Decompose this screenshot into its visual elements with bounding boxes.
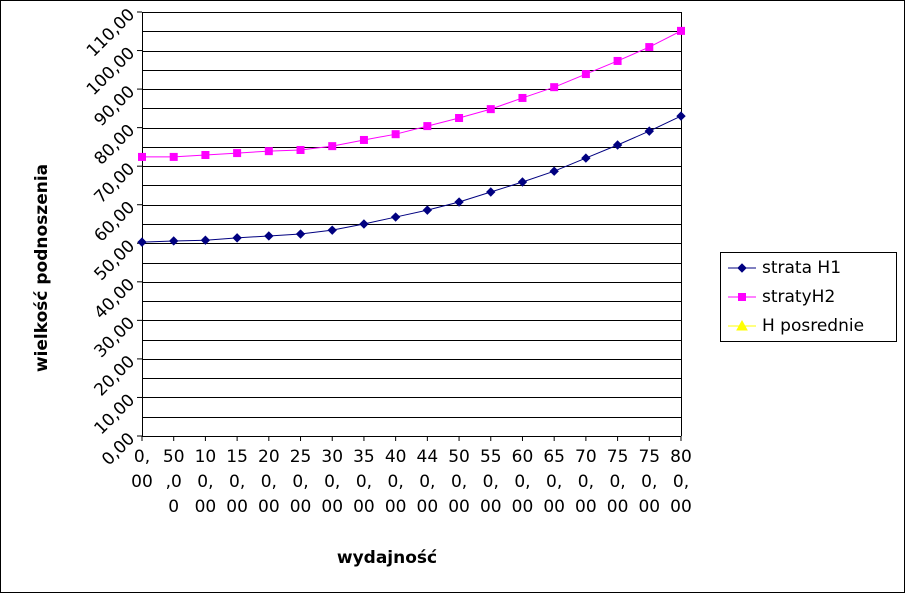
- marker: [486, 105, 495, 114]
- x-tick-label: 10 0, 00: [195, 447, 217, 517]
- marker: [613, 56, 622, 65]
- marker: [517, 177, 528, 187]
- marker: [736, 319, 748, 331]
- marker: [581, 153, 591, 163]
- marker: [232, 233, 242, 243]
- x-tick-label: 15 0, 00: [226, 447, 248, 517]
- marker: [676, 111, 686, 121]
- marker: [423, 122, 432, 131]
- legend-label: strata H1: [762, 258, 841, 278]
- marker: [168, 236, 179, 246]
- x-tick-label: 20 0, 00: [258, 447, 280, 517]
- marker: [454, 197, 464, 207]
- marker: [201, 151, 210, 160]
- x-tick-label: 55 0, 00: [480, 447, 502, 517]
- marker: [391, 130, 400, 139]
- x-tick-label: 80 0, 00: [670, 447, 692, 517]
- x-tick-label: 75 0, 00: [607, 447, 629, 517]
- marker: [645, 43, 654, 52]
- legend-label: H posrednie: [762, 316, 864, 336]
- marker: [327, 225, 337, 235]
- marker: [612, 140, 623, 150]
- series-line: [142, 30, 682, 158]
- x-tick-label: 75 0, 00: [638, 447, 660, 517]
- marker: [422, 205, 433, 215]
- marker: [644, 126, 655, 136]
- marker: [581, 70, 590, 79]
- marker: [518, 93, 527, 102]
- x-tick-label: 50 0, 00: [448, 447, 470, 517]
- x-tick-label: 50,0 0: [163, 447, 185, 517]
- marker: [200, 235, 211, 245]
- series-line: [141, 115, 682, 243]
- marker: [264, 147, 273, 156]
- marker: [359, 135, 368, 144]
- x-tick-label: 25 0, 00: [290, 447, 312, 517]
- marker: [359, 219, 369, 229]
- x-tick-label: 40 0, 00: [385, 447, 407, 517]
- x-tick-label: 44 0, 00: [417, 447, 439, 517]
- marker: [738, 293, 746, 301]
- x-axis-title: wydajność: [337, 548, 437, 568]
- x-tick-label: 35 0, 00: [353, 447, 375, 517]
- marker: [550, 83, 559, 92]
- marker: [233, 149, 242, 158]
- marker: [138, 152, 146, 161]
- x-tick-label: 60 0, 00: [512, 447, 534, 517]
- marker: [486, 187, 496, 197]
- legend-label: stratyH2: [762, 287, 835, 307]
- y-axis-title: wielkość podnoszenia: [32, 164, 52, 372]
- x-tick-label: 65 0, 00: [543, 447, 565, 517]
- marker: [737, 263, 747, 273]
- marker: [264, 231, 274, 241]
- marker: [328, 142, 337, 151]
- marker: [677, 26, 685, 35]
- x-tick-label: 70 0, 00: [575, 447, 597, 517]
- marker: [137, 237, 147, 247]
- x-tick-label: 0, 00: [131, 447, 153, 492]
- marker: [169, 152, 178, 161]
- x-tick-label: 30 0, 00: [321, 447, 343, 517]
- marker: [549, 166, 559, 176]
- marker: [296, 145, 305, 154]
- marker: [455, 114, 464, 122]
- marker: [295, 229, 306, 239]
- marker: [390, 212, 401, 222]
